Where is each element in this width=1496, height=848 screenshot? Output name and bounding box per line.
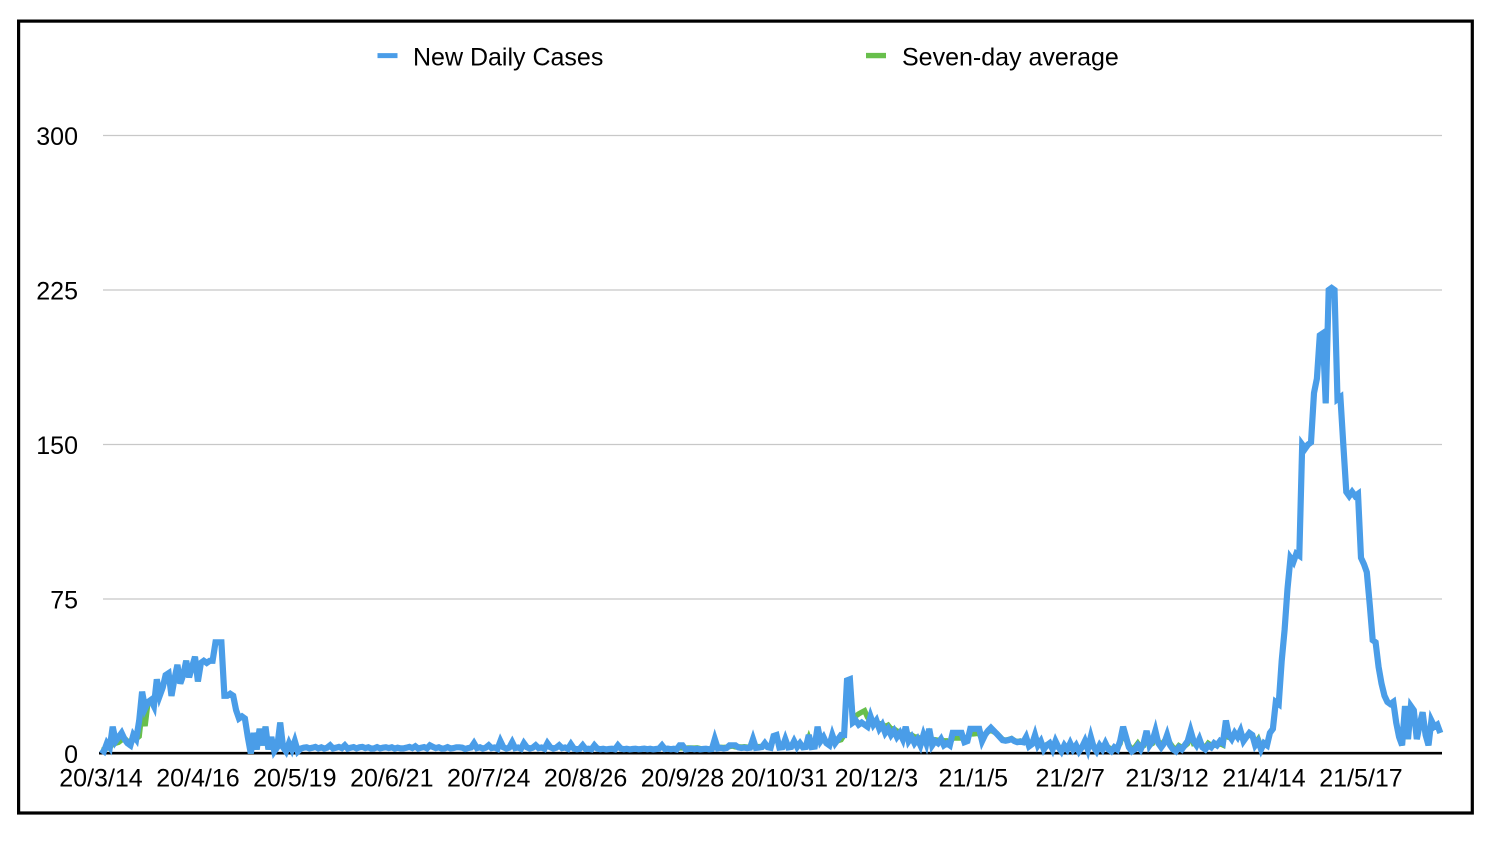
svg-text:20/7/24: 20/7/24 — [447, 765, 531, 793]
svg-text:21/1/5: 21/1/5 — [939, 765, 1009, 793]
svg-text:20/9/28: 20/9/28 — [641, 765, 724, 793]
svg-text:21/4/14: 21/4/14 — [1222, 765, 1306, 793]
svg-text:20/5/19: 20/5/19 — [253, 765, 336, 793]
svg-text:20/8/26: 20/8/26 — [544, 765, 627, 793]
svg-text:225: 225 — [36, 278, 78, 306]
svg-text:20/3/14: 20/3/14 — [59, 765, 143, 793]
svg-text:21/3/12: 21/3/12 — [1125, 765, 1208, 793]
svg-text:300: 300 — [36, 123, 78, 151]
svg-text:75: 75 — [50, 587, 78, 615]
svg-text:Seven-day average: Seven-day average — [902, 43, 1119, 71]
svg-text:20/10/31: 20/10/31 — [731, 765, 828, 793]
svg-text:0: 0 — [64, 741, 78, 769]
svg-text:150: 150 — [36, 432, 78, 460]
svg-text:21/5/17: 21/5/17 — [1319, 765, 1402, 793]
svg-text:20/4/16: 20/4/16 — [156, 765, 239, 793]
svg-text:20/6/21: 20/6/21 — [350, 765, 433, 793]
svg-text:21/2/7: 21/2/7 — [1035, 765, 1105, 793]
svg-text:New Daily Cases: New Daily Cases — [413, 43, 603, 71]
svg-text:20/12/3: 20/12/3 — [835, 765, 918, 793]
